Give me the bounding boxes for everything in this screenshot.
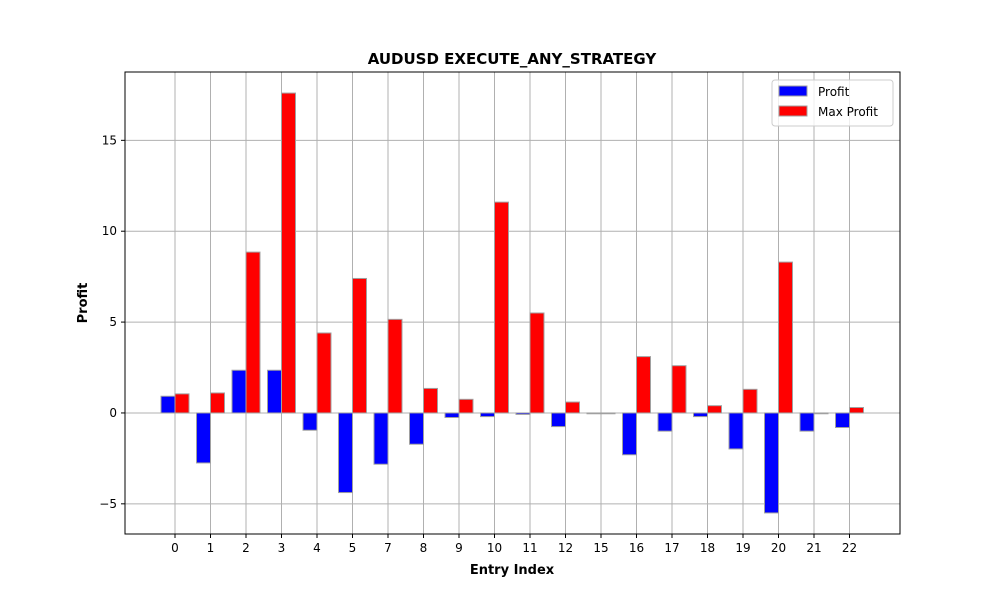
bar-max-profit <box>636 356 651 414</box>
bar-max-profit <box>245 251 261 414</box>
bar-max-profit <box>529 312 545 414</box>
bar-profit <box>267 369 282 414</box>
bars-layer <box>160 92 864 514</box>
legend-label-max-profit: Max Profit <box>818 105 878 119</box>
x-tick-label: 10 <box>487 541 502 555</box>
bar-max-profit <box>387 318 403 414</box>
y-tick-label: 15 <box>102 133 117 147</box>
bar-max-profit <box>494 201 509 414</box>
bar-profit <box>835 412 850 428</box>
bar-max-profit <box>707 405 722 414</box>
bar-profit <box>799 412 815 432</box>
x-tick-label: 20 <box>771 541 786 555</box>
x-tick-label: 17 <box>664 541 679 555</box>
bar-profit <box>551 412 566 428</box>
x-tick-label: 12 <box>558 541 573 555</box>
bar-profit <box>693 412 708 418</box>
bar-profit <box>160 395 176 414</box>
x-tick-label: 11 <box>522 541 537 555</box>
bar-profit <box>338 412 353 494</box>
bar-max-profit <box>458 398 474 414</box>
x-tick-label: 1 <box>207 541 215 555</box>
bar-profit <box>728 412 744 450</box>
bar-profit <box>373 412 389 465</box>
bar-max-profit <box>849 407 864 414</box>
bar-profit <box>231 369 247 414</box>
bar-max-profit <box>281 92 296 414</box>
legend-swatch-profit <box>778 85 808 97</box>
bar-profit <box>196 412 211 464</box>
bar-profit <box>515 412 531 415</box>
bar-max-profit <box>813 412 829 415</box>
x-tick-label: 21 <box>806 541 821 555</box>
bar-max-profit <box>352 277 367 414</box>
bar-max-profit <box>671 365 687 414</box>
legend: Profit Max Profit <box>771 79 894 127</box>
legend-label-profit: Profit <box>818 85 850 99</box>
plot-frame <box>124 71 901 535</box>
legend-swatch-max-profit <box>778 105 808 117</box>
x-tick-label: 2 <box>242 541 250 555</box>
x-tick-label: 15 <box>593 541 608 555</box>
x-tick-label: 18 <box>700 541 715 555</box>
y-tick-label: 5 <box>109 315 117 329</box>
bar-profit <box>586 412 602 415</box>
x-axis-label: Entry Index <box>470 563 555 578</box>
x-tick-label: 5 <box>349 541 357 555</box>
bar-max-profit <box>565 401 580 414</box>
bar-profit <box>409 412 424 445</box>
x-tick-label: 8 <box>420 541 428 555</box>
bar-max-profit <box>423 387 438 414</box>
bar-profit <box>622 412 637 456</box>
x-tick-label: 19 <box>735 541 750 555</box>
bar-max-profit <box>778 261 793 414</box>
bar-max-profit <box>210 392 225 414</box>
x-tick-label: 22 <box>842 541 857 555</box>
bar-max-profit <box>316 332 332 414</box>
bar-profit <box>657 412 673 432</box>
x-tick-label: 0 <box>171 541 179 555</box>
bar-max-profit <box>174 393 190 414</box>
y-tick-label: −5 <box>99 497 117 511</box>
x-tick-label: 7 <box>384 541 392 555</box>
bar-profit <box>302 412 318 431</box>
bar-profit <box>480 412 495 418</box>
x-tick-label: 4 <box>313 541 321 555</box>
chart-title: AUDUSD EXECUTE_ANY_STRATEGY <box>368 50 658 68</box>
y-tick-label: 0 <box>109 406 117 420</box>
x-tick-label: 3 <box>278 541 286 555</box>
bar-max-profit <box>600 412 616 415</box>
x-tick-label: 9 <box>455 541 463 555</box>
bar-profit <box>764 412 779 514</box>
y-axis-label: Profit <box>76 283 91 324</box>
bar-profit <box>444 412 460 419</box>
y-tick-label: 10 <box>102 224 117 238</box>
x-tick-label: 16 <box>629 541 644 555</box>
bar-max-profit <box>742 388 758 414</box>
